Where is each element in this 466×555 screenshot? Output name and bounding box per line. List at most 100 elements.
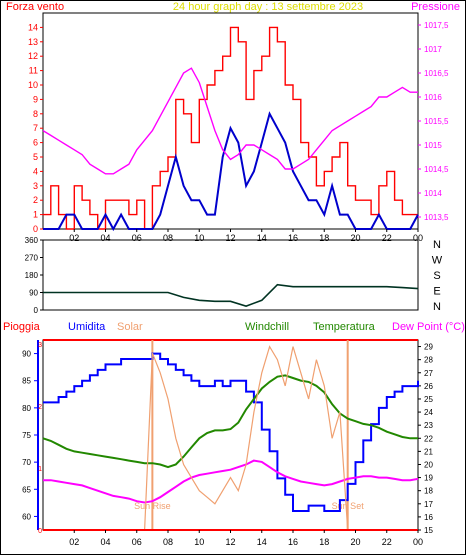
chart-title: 24 hour graph day : 13 settembre 2023 (173, 1, 363, 13)
wind-x-tick-label: 22 (382, 233, 392, 243)
direction-y-tick-label: 270 (25, 254, 39, 263)
temperature-y-tick-label: 28 (424, 356, 433, 365)
wind-x-tick-label: 00 (413, 233, 423, 243)
temperature-y-tick-label: 27 (424, 369, 433, 378)
temperature-y-tick-label: 19 (424, 474, 433, 483)
wind-y-tick-label: 8 (33, 109, 38, 119)
temperature-x-tick-label: 04 (100, 537, 110, 547)
rain-y-tick-label: 1 (38, 466, 42, 473)
temperature-y-tick-label: 21 (424, 447, 433, 456)
humidity-y-tick-label: 65 (22, 485, 31, 494)
legend-solar: Solar (117, 321, 143, 333)
temperature-y-tick-label: 18 (424, 487, 433, 496)
wind-x-tick-label: 18 (319, 233, 329, 243)
wind-x-tick-label: 12 (225, 233, 235, 243)
wind-x-tick-label: 20 (350, 233, 360, 243)
pressure-y-tick-label: 1017 (424, 45, 442, 54)
legend-temperature: Temperatura (313, 321, 376, 333)
temperature-y-tick-label: 25 (424, 395, 433, 404)
temperature-x-tick-label: 22 (382, 537, 392, 547)
temperature-y-tick-label: 22 (424, 434, 433, 443)
rain-y-tick-label: 2 (38, 404, 42, 411)
wind-y-tick-label: 9 (33, 94, 38, 104)
rain-y-axis: 0 1 2 3 (38, 342, 42, 535)
temperature-x-tick-label: 12 (225, 537, 235, 547)
temperature-x-tick-label: 16 (288, 537, 298, 547)
wind-y-tick-label: 12 (28, 51, 38, 61)
wind-x-tick-label: 04 (100, 233, 110, 243)
humidity-y-tick-label: 90 (22, 350, 31, 359)
legend-windchill: Windchill (245, 321, 289, 333)
temperature-y-tick-label: 20 (424, 460, 433, 469)
temperature-y-tick-label: 29 (424, 343, 433, 352)
temperature-y-tick-label: 15 (424, 526, 433, 535)
temperature-legend: Pioggia Umidita Solar Windchill Temperatura D… (3, 321, 465, 333)
humidity-y-tick-label: 80 (22, 404, 31, 413)
dew-point-line (43, 459, 419, 504)
pressure-y-axis: 1013,5 1014 1014,5 1015 1015,5 1016 1016,5 1017… (418, 21, 449, 222)
wind-y-tick-label: 2 (33, 195, 38, 205)
humidity-y-tick-label: 75 (22, 431, 31, 440)
legend-rain: Pioggia (3, 321, 41, 333)
pressure-axis-title: Pressione (411, 1, 460, 13)
wind-x-tick-label: 06 (132, 233, 142, 243)
pressure-y-tick-label: 1015,5 (424, 117, 449, 126)
wind-y-tick-label: 11 (29, 66, 38, 76)
wind-y-tick-label: 1 (33, 210, 38, 220)
temperature-x-tick-label: 14 (257, 537, 267, 547)
humidity-y-tick-label: 85 (22, 377, 31, 386)
direction-y-axis: 0 90 180 270 360 (25, 236, 43, 315)
temperature-y-tick-label: 24 (424, 408, 433, 417)
rain-y-tick-label: 3 (38, 342, 42, 349)
pressure-y-tick-label: 1016,5 (424, 69, 449, 78)
wind-axis-title: Forza vento (6, 1, 64, 13)
temperature-y-tick-label: 23 (424, 421, 433, 430)
rain-y-tick-label: 0 (38, 528, 42, 535)
humidity-line (43, 352, 419, 512)
pressure-y-tick-label: 1016 (424, 93, 442, 102)
cardinal-label: N (433, 239, 441, 251)
wind-y-tick-label: 6 (33, 138, 38, 148)
pressure-y-tick-label: 1013,5 (424, 213, 449, 222)
direction-y-tick-label: 360 (25, 236, 39, 245)
wind-x-tick-label: 16 (288, 233, 298, 243)
pressure-y-tick-label: 1015 (424, 141, 442, 150)
temperature-x-tick-label: 08 (163, 537, 173, 547)
temperature-x-tick-label: 10 (194, 537, 204, 547)
sunset-label: Sun Set (332, 501, 365, 511)
wind-x-tick-label: 08 (163, 233, 173, 243)
wind-y-tick-label: 14 (28, 22, 38, 32)
humidity-y-axis: 60 65 70 75 80 85 90 (22, 340, 39, 530)
temperature-y-tick-label: 17 (424, 500, 433, 509)
wind-x-axis: 02 04 06 08 10 12 14 16 18 20 22 00 (69, 229, 423, 243)
direction-series (43, 283, 419, 307)
wind-y-tick-label: 5 (33, 152, 38, 162)
wind-y-tick-label: 3 (33, 181, 38, 191)
temperature-x-tick-label: 00 (413, 537, 423, 547)
wind-direction-line (43, 283, 419, 307)
sunrise-label: Sun Rise (134, 501, 171, 511)
temperature-x-axis: 02 04 06 08 10 12 14 16 18 20 22 00 (69, 530, 423, 547)
humidity-y-tick-label: 70 (22, 458, 31, 467)
wind-x-tick-label: 10 (194, 233, 204, 243)
pressure-y-tick-label: 1017,5 (424, 21, 449, 30)
cardinal-label: E (433, 286, 440, 298)
humidity-y-tick-label: 60 (22, 512, 31, 521)
wind-y-tick-label: 7 (33, 123, 38, 133)
pressure-y-tick-label: 1014 (424, 189, 442, 198)
wind-y-tick-label: 10 (28, 80, 38, 90)
direction-y-tick-label: 180 (25, 271, 39, 280)
wind-y-tick-label: 13 (28, 37, 38, 47)
wind-y-tick-label: 0 (33, 224, 38, 234)
legend-humidity: Umidita (68, 321, 106, 333)
temperature-x-tick-label: 06 (132, 537, 142, 547)
legend-dew-point: Dew Point (°C) (392, 321, 465, 333)
temperature-x-tick-label: 18 (319, 537, 329, 547)
direction-y-tick-label: 90 (29, 289, 38, 298)
wind-x-tick-label: 02 (69, 233, 79, 243)
